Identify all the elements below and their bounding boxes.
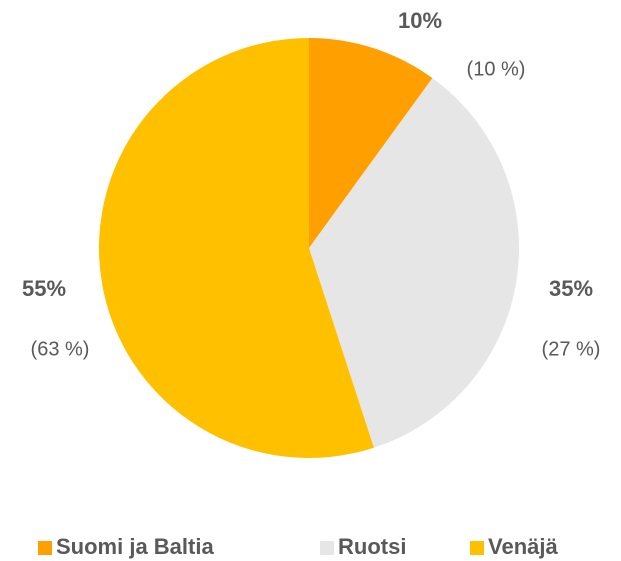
legend-swatch [38, 541, 52, 555]
data-label: 55% [22, 276, 66, 301]
secondary-label: (10 %) [467, 58, 526, 80]
legend-swatch [320, 541, 334, 555]
legend-swatch [470, 541, 484, 555]
pie-slice [99, 38, 374, 458]
pie-slice [309, 78, 519, 448]
secondary-label: (27 %) [542, 338, 601, 360]
legend-label: Ruotsi [338, 534, 406, 559]
pie-slice [309, 38, 433, 248]
legend-label: Suomi ja Baltia [56, 534, 214, 559]
data-label: 10% [398, 8, 442, 33]
legend-label: Venäjä [488, 534, 558, 559]
data-label: 35% [549, 276, 593, 301]
secondary-label: (63 %) [31, 338, 90, 360]
